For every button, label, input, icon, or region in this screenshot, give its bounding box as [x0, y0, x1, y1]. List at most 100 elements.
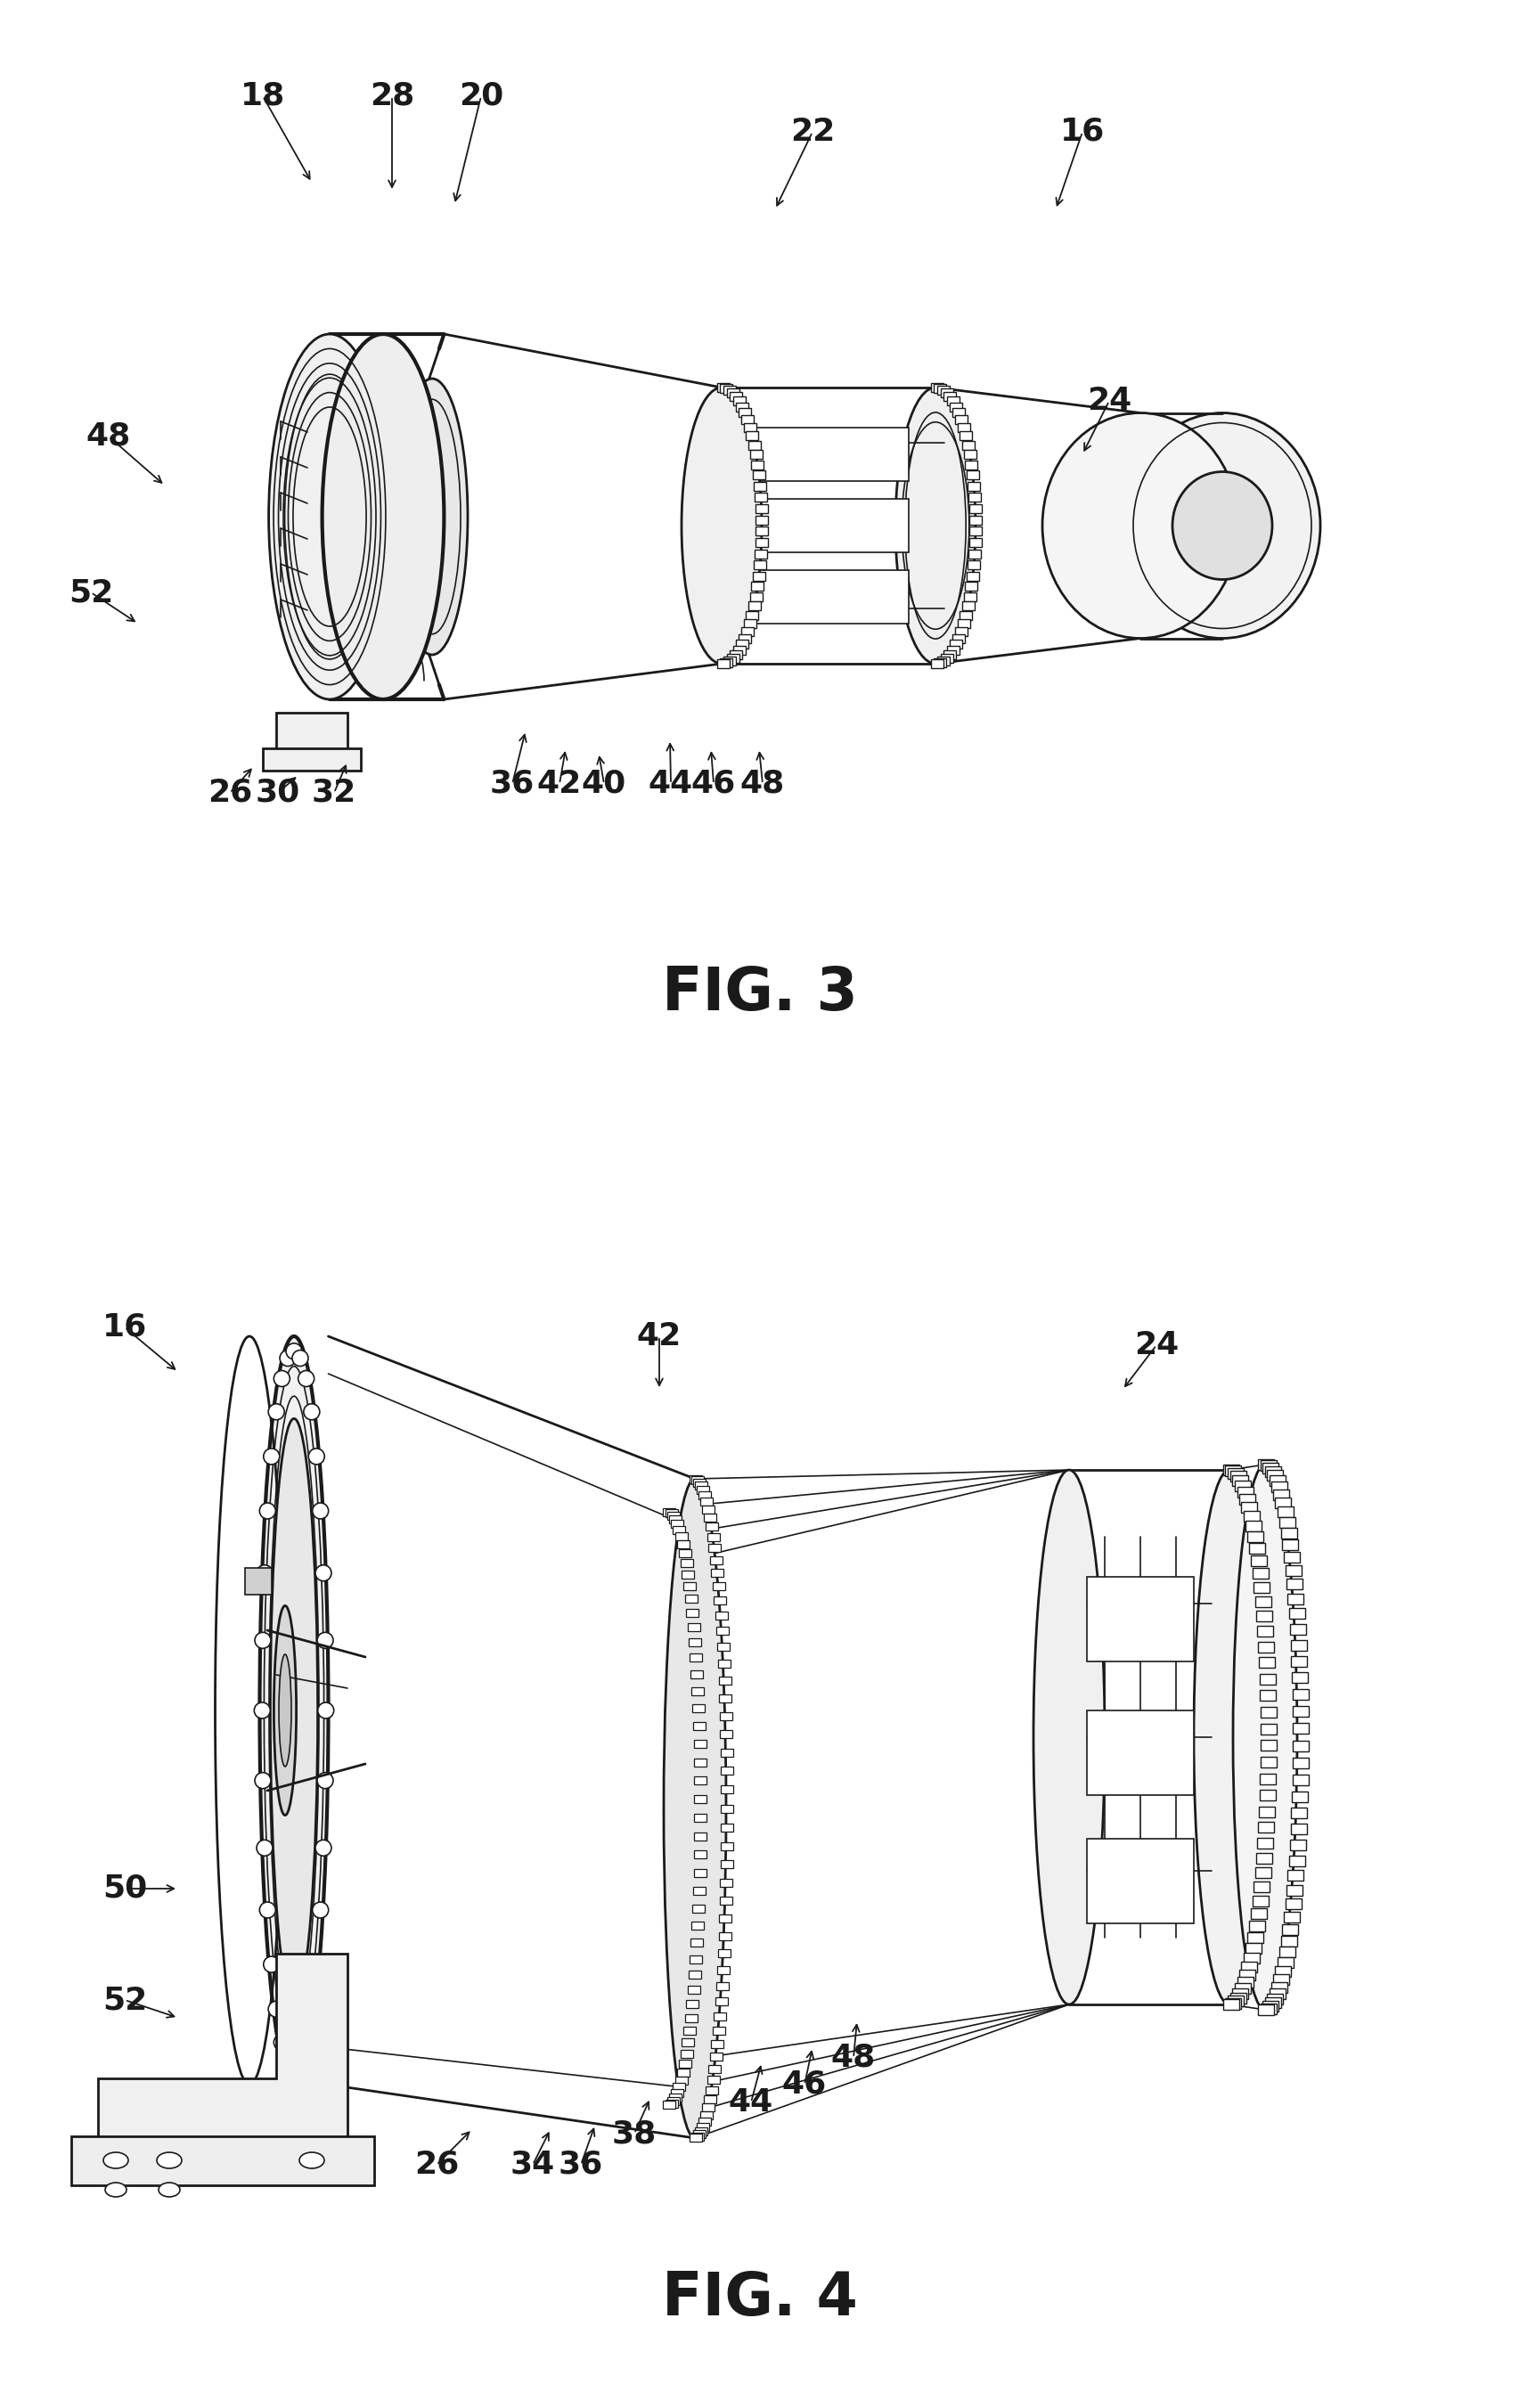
- Polygon shape: [930, 660, 942, 667]
- Polygon shape: [732, 645, 744, 655]
- Polygon shape: [1223, 1464, 1238, 1476]
- Polygon shape: [1243, 1512, 1259, 1522]
- Polygon shape: [726, 388, 738, 397]
- Ellipse shape: [317, 1772, 333, 1789]
- Polygon shape: [711, 1570, 723, 1577]
- Polygon shape: [1259, 1789, 1274, 1801]
- Polygon shape: [755, 539, 767, 547]
- Polygon shape: [1273, 1488, 1288, 1500]
- Text: 52: 52: [68, 578, 114, 607]
- Polygon shape: [962, 441, 974, 450]
- Polygon shape: [720, 657, 732, 667]
- Polygon shape: [1250, 1556, 1267, 1565]
- Polygon shape: [687, 1609, 699, 1616]
- Polygon shape: [1249, 1544, 1264, 1553]
- Polygon shape: [1258, 1657, 1274, 1669]
- Polygon shape: [703, 2095, 715, 2102]
- Ellipse shape: [273, 1370, 290, 1387]
- Polygon shape: [952, 409, 965, 417]
- Polygon shape: [1262, 1462, 1277, 1474]
- Ellipse shape: [270, 1418, 317, 2003]
- Ellipse shape: [308, 1450, 325, 1464]
- Polygon shape: [691, 1671, 703, 1678]
- Polygon shape: [1264, 1466, 1281, 1476]
- Polygon shape: [747, 571, 908, 624]
- Polygon shape: [702, 2105, 714, 2112]
- Polygon shape: [1224, 1999, 1241, 2008]
- Polygon shape: [1244, 1943, 1261, 1953]
- Polygon shape: [720, 1787, 734, 1794]
- Polygon shape: [1276, 1958, 1293, 1967]
- Polygon shape: [969, 539, 981, 547]
- Polygon shape: [1224, 1466, 1241, 1476]
- Text: 30: 30: [255, 778, 301, 809]
- Polygon shape: [712, 1582, 725, 1589]
- Ellipse shape: [269, 2001, 284, 2018]
- Polygon shape: [1086, 1710, 1192, 1794]
- Polygon shape: [1273, 1975, 1288, 1984]
- Polygon shape: [1249, 1922, 1264, 1931]
- Polygon shape: [937, 657, 949, 665]
- Polygon shape: [694, 1758, 706, 1765]
- Polygon shape: [735, 641, 747, 650]
- Text: 48: 48: [87, 421, 131, 453]
- Ellipse shape: [278, 1654, 292, 1767]
- Polygon shape: [1290, 1823, 1306, 1835]
- Polygon shape: [738, 633, 750, 643]
- Polygon shape: [714, 1597, 726, 1604]
- Polygon shape: [699, 1491, 711, 1500]
- Polygon shape: [1256, 1625, 1273, 1637]
- Ellipse shape: [681, 388, 761, 665]
- Ellipse shape: [263, 1955, 279, 1972]
- Text: 48: 48: [831, 2042, 875, 2073]
- Polygon shape: [667, 1512, 679, 1519]
- Polygon shape: [709, 2052, 722, 2061]
- Polygon shape: [717, 383, 729, 393]
- Polygon shape: [1236, 1977, 1252, 1987]
- Polygon shape: [720, 1861, 732, 1869]
- Polygon shape: [668, 2093, 681, 2102]
- Polygon shape: [691, 1688, 703, 1695]
- Polygon shape: [1259, 2003, 1276, 2013]
- Text: 32: 32: [311, 778, 357, 809]
- Ellipse shape: [103, 2153, 128, 2167]
- Polygon shape: [747, 602, 760, 612]
- Polygon shape: [933, 383, 946, 393]
- Polygon shape: [685, 1594, 697, 1604]
- Polygon shape: [1290, 1623, 1305, 1635]
- Polygon shape: [1293, 1741, 1308, 1751]
- Polygon shape: [671, 2090, 684, 2097]
- Text: 16: 16: [102, 1312, 147, 1344]
- Ellipse shape: [273, 2035, 290, 2049]
- Polygon shape: [1259, 1758, 1276, 1767]
- Polygon shape: [97, 1953, 348, 2150]
- Polygon shape: [1285, 1885, 1302, 1895]
- Polygon shape: [665, 2100, 677, 2107]
- Polygon shape: [693, 1722, 705, 1729]
- Polygon shape: [729, 650, 741, 660]
- Polygon shape: [688, 1637, 700, 1647]
- Polygon shape: [718, 1931, 731, 1941]
- Polygon shape: [1282, 1539, 1297, 1551]
- Text: 18: 18: [240, 82, 286, 111]
- Polygon shape: [1247, 1931, 1262, 1943]
- Polygon shape: [674, 2076, 687, 2085]
- Polygon shape: [720, 1748, 732, 1755]
- Ellipse shape: [304, 2001, 319, 2018]
- Polygon shape: [700, 1498, 712, 1505]
- Polygon shape: [752, 470, 764, 479]
- Polygon shape: [720, 1712, 732, 1719]
- Polygon shape: [677, 2059, 691, 2068]
- Polygon shape: [708, 2064, 720, 2073]
- Polygon shape: [681, 2049, 693, 2056]
- Polygon shape: [1229, 1471, 1246, 1481]
- Ellipse shape: [1033, 1469, 1104, 2003]
- Polygon shape: [1259, 1724, 1276, 1734]
- Polygon shape: [674, 1531, 687, 1541]
- Polygon shape: [1258, 1823, 1273, 1832]
- Polygon shape: [1244, 1522, 1261, 1531]
- Polygon shape: [1291, 1707, 1308, 1717]
- Polygon shape: [684, 2028, 696, 2035]
- Polygon shape: [1255, 1597, 1270, 1606]
- Polygon shape: [703, 1515, 715, 1522]
